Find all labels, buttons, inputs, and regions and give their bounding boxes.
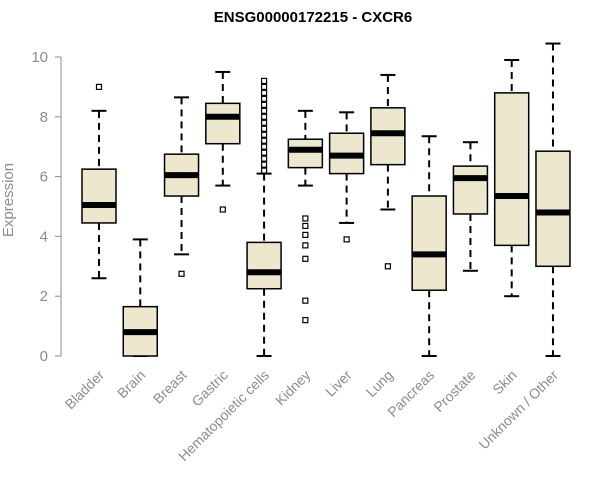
y-tick-label: 4: [40, 228, 48, 245]
outlier-point: [384, 263, 391, 270]
outlier-point: [260, 77, 268, 85]
box-iqr: [452, 165, 489, 215]
box-group: [81, 83, 117, 280]
outlier-point: [260, 167, 268, 174]
x-tick-label: Kidney: [272, 367, 314, 409]
box-group: [122, 238, 159, 357]
y-axis-label: Expression: [0, 163, 17, 237]
x-tick-label: Lung: [363, 367, 396, 400]
y-tick-label: 8: [40, 109, 48, 126]
box-iqr: [246, 241, 282, 290]
box-iqr: [81, 168, 117, 224]
outlier-point: [302, 222, 309, 230]
box-iqr: [535, 150, 571, 268]
outlier-point: [260, 125, 268, 132]
outlier-point: [260, 131, 268, 138]
outlier-point: [343, 236, 350, 243]
outlier-point: [302, 297, 309, 304]
outlier-point: [260, 83, 268, 91]
outlier-point: [260, 95, 268, 102]
outlier-point: [302, 242, 309, 249]
outlier-point: [260, 107, 268, 114]
outlier-point: [260, 161, 268, 168]
y-tick-label: 0: [40, 348, 48, 365]
outlier-point: [260, 89, 268, 96]
x-tick-label: Liver: [322, 367, 355, 400]
x-tick-label: Bladder: [62, 367, 108, 413]
x-tick-label: Breast: [150, 367, 190, 407]
y-tick-label: 6: [40, 169, 48, 186]
box-group: [411, 135, 447, 357]
box-group: [163, 96, 200, 277]
outlier-point: [260, 143, 268, 150]
box-iqr: [493, 92, 530, 247]
plot-area: [81, 42, 571, 357]
outlier-point: [178, 270, 185, 277]
x-tick-label: Prostate: [430, 367, 478, 415]
box-group: [493, 58, 530, 298]
outlier-point: [302, 215, 309, 222]
x-tick-label: Skin: [489, 367, 520, 398]
box-group: [370, 73, 406, 270]
outlier-point: [260, 137, 268, 144]
box-group: [452, 141, 489, 272]
outlier-point: [260, 101, 268, 108]
outlier-point: [302, 255, 309, 262]
chart-title: ENSG00000172215 - CXCR6: [214, 9, 412, 26]
y-tick-label: 2: [40, 288, 48, 305]
box-iqr: [287, 138, 324, 169]
box-group: [205, 70, 241, 213]
x-tick-label: Brain: [114, 367, 148, 401]
outlier-point: [302, 317, 309, 324]
outlier-point: [260, 119, 268, 126]
box-iqr: [205, 102, 241, 145]
box-iqr: [411, 195, 447, 291]
box-group: [246, 77, 282, 357]
outlier-point: [219, 206, 226, 213]
box-group: [535, 42, 571, 357]
outlier-point: [260, 113, 268, 120]
y-tick-label: 10: [31, 49, 48, 66]
box-group: [328, 111, 365, 243]
outlier-point: [260, 149, 268, 156]
outlier-point: [95, 83, 103, 91]
outlier-point: [260, 155, 268, 162]
outlier-point: [302, 231, 309, 239]
box-group: [287, 109, 324, 324]
